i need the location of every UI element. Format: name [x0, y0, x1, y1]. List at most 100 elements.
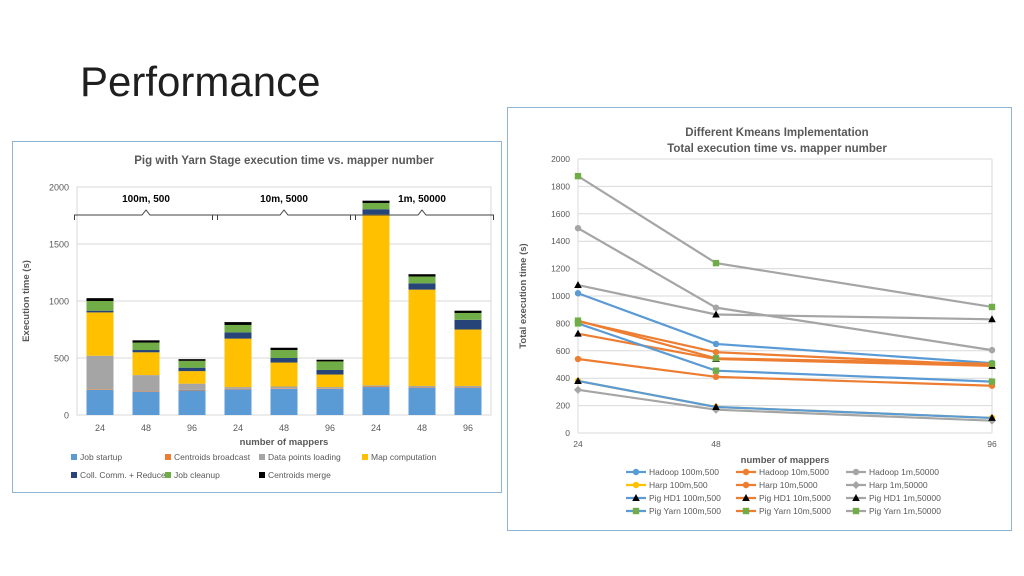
- y-tick-label: 1000: [49, 297, 69, 307]
- y-tick-label: 1600: [551, 209, 570, 219]
- legend-label: Hadoop 1m,50000: [869, 467, 939, 477]
- bar-segment: [316, 359, 344, 362]
- bar-segment: [316, 388, 344, 415]
- data-point: [574, 385, 582, 394]
- series-line: [577, 227, 993, 352]
- bar-segment: [408, 385, 436, 388]
- series-line: [577, 292, 993, 365]
- bar-segment: [362, 209, 390, 215]
- bar-segment: [270, 358, 298, 363]
- chart-subtitle: Total execution time vs. mapper number: [667, 143, 887, 155]
- bar-segment: [224, 389, 252, 415]
- line-chart-panel: Different Kmeans Implementation Total exe…: [507, 107, 1012, 531]
- group-bracket: [350, 209, 494, 220]
- bar-segment: [224, 387, 252, 389]
- group-bracket: [212, 209, 356, 220]
- series-group: [574, 320, 996, 385]
- x-axis-title: number of mappers: [741, 455, 830, 466]
- bar-segment: [86, 298, 114, 301]
- bar-segment: [316, 361, 344, 370]
- legend-swatch: [71, 454, 77, 460]
- bar-segment: [132, 391, 160, 415]
- legend-label: Pig Yarn 100m,500: [649, 506, 721, 516]
- legend-label: Harp 10m,5000: [759, 480, 818, 490]
- x-tick-label: 48: [711, 439, 721, 449]
- legend-label: Job startup: [80, 452, 122, 462]
- bar-segment: [86, 310, 114, 313]
- bar-segment: [178, 360, 206, 368]
- bar-segment: [454, 319, 482, 330]
- bar-segment: [454, 312, 482, 320]
- bar-segment: [408, 387, 436, 415]
- bar-segment: [362, 214, 390, 386]
- legend-swatch: [259, 454, 265, 460]
- bar-segment: [408, 274, 436, 277]
- bar-segment: [316, 387, 344, 389]
- bar-segment: [132, 350, 160, 353]
- y-tick-label: 600: [556, 346, 570, 356]
- data-point: [712, 340, 720, 348]
- data-point: [712, 367, 720, 374]
- legend-label: Coll. Comm. + Reduce: [80, 470, 166, 480]
- stacked-bar-chart-panel: Pig with Yarn Stage execution time vs. m…: [12, 141, 502, 493]
- data-point: [574, 290, 582, 297]
- bar-segment: [408, 283, 436, 290]
- series-group: [574, 317, 996, 368]
- bar-segment: [178, 359, 206, 361]
- series-group: [574, 281, 996, 323]
- data-point: [742, 481, 750, 489]
- legend-swatch: [71, 472, 77, 478]
- bar-segment: [224, 388, 252, 390]
- legend-label: Harp 100m,500: [649, 480, 708, 490]
- y-tick-label: 2000: [551, 154, 570, 164]
- data-point: [988, 378, 996, 385]
- series-group: [574, 224, 996, 354]
- legend-label: Hadoop 10m,5000: [759, 467, 829, 477]
- data-point: [988, 346, 996, 354]
- bar-segment: [316, 388, 344, 389]
- data-point: [712, 348, 720, 356]
- legend-label: Hadoop 100m,500: [649, 467, 719, 477]
- series-line: [577, 322, 993, 383]
- bar-segment: [178, 389, 206, 391]
- data-point: [988, 360, 996, 368]
- legend-swatch: [259, 472, 265, 478]
- y-axis-title: Execution time (s): [21, 260, 32, 342]
- x-tick-label: 48: [279, 423, 289, 433]
- data-point: [712, 355, 720, 362]
- data-point: [574, 317, 582, 324]
- series-group: [574, 355, 996, 389]
- x-tick-label: 96: [987, 439, 997, 449]
- legend-label: Pig HD1 100m,500: [649, 493, 721, 503]
- y-tick-label: 1800: [551, 181, 570, 191]
- x-tick-label: 24: [371, 423, 381, 433]
- chart-title: Different Kmeans Implementation: [685, 127, 868, 139]
- data-point: [742, 468, 750, 476]
- bar-segment: [132, 352, 160, 376]
- data-point: [574, 329, 582, 337]
- group-label: 1m, 50000: [398, 194, 446, 205]
- data-point: [712, 259, 720, 267]
- bar-segment: [178, 367, 206, 372]
- x-tick-label: 24: [95, 423, 105, 433]
- bar-segment: [270, 350, 298, 358]
- legend-label: Pig Yarn 1m,50000: [869, 506, 941, 516]
- data-point: [574, 172, 582, 180]
- bar-segment: [86, 312, 114, 356]
- y-tick-label: 2000: [49, 183, 69, 193]
- bar-segment: [316, 374, 344, 388]
- bar-segment: [270, 386, 298, 389]
- y-tick-label: 1400: [551, 236, 570, 246]
- legend-label: Harp 1m,50000: [869, 480, 928, 490]
- legend-label: Centroids merge: [268, 470, 331, 480]
- data-point: [574, 376, 582, 384]
- bar-segment: [454, 310, 482, 313]
- group-label: 10m, 5000: [260, 194, 308, 205]
- y-tick-label: 400: [556, 373, 570, 383]
- y-tick-label: 500: [54, 354, 69, 364]
- data-point: [574, 224, 582, 232]
- data-point: [852, 481, 860, 489]
- bar-segment: [224, 322, 252, 325]
- series-line: [577, 283, 993, 321]
- legend-swatch: [165, 454, 171, 460]
